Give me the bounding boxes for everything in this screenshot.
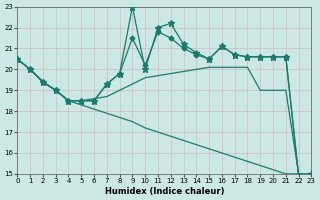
X-axis label: Humidex (Indice chaleur): Humidex (Indice chaleur) bbox=[105, 187, 224, 196]
